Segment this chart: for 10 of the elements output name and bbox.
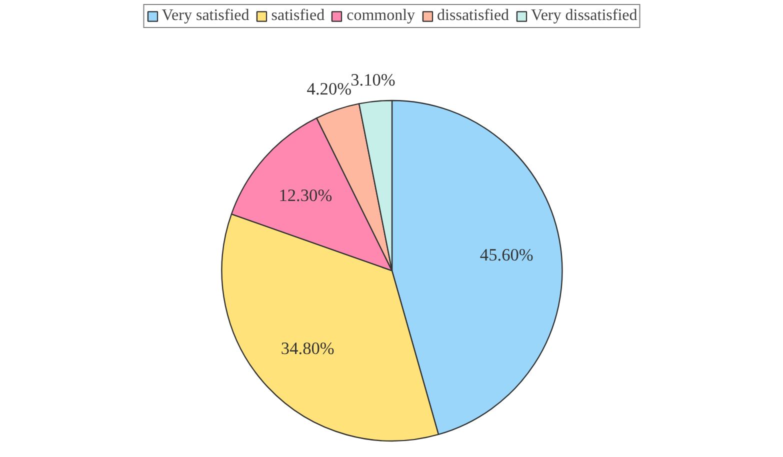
data-label: 3.10%	[350, 70, 396, 90]
legend-label: Very dissatisfied	[531, 7, 638, 25]
legend-label: Very satisfied	[162, 7, 250, 25]
legend-label: dissatisfied	[437, 7, 510, 25]
data-label: 12.30%	[278, 186, 332, 205]
data-label: 4.20%	[306, 80, 352, 99]
legend-label: commonly	[346, 7, 416, 25]
data-label: 34.80%	[280, 338, 334, 358]
legend-label: satisfied	[271, 7, 325, 25]
data-label: 45.60%	[480, 246, 534, 265]
